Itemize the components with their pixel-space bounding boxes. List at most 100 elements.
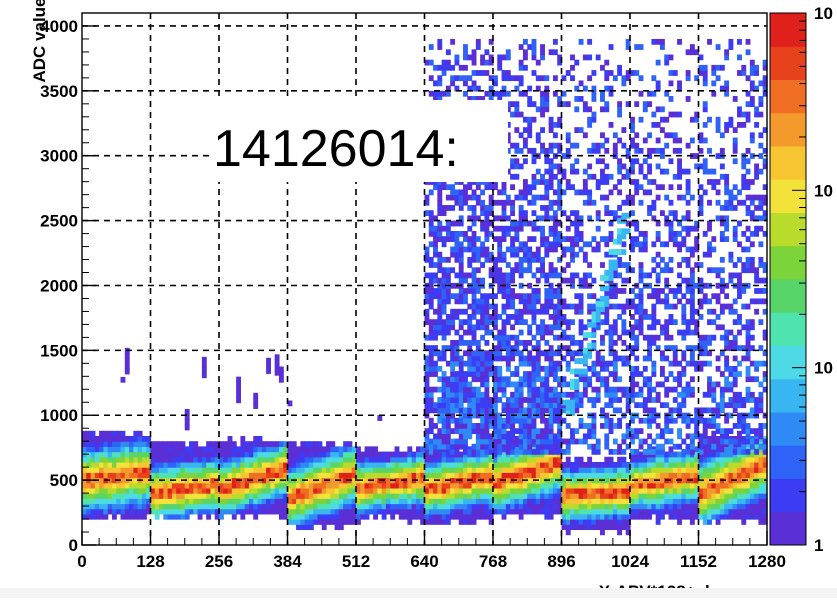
heatmap-cell [441,272,447,279]
heatmap-cell [702,519,708,525]
heatmap-cell [454,329,460,336]
heatmap-cell [587,443,593,450]
heatmap-cell [719,508,725,515]
heatmap-cell [163,441,169,447]
heatmap-cell [497,456,503,463]
heatmap-cell [668,508,674,515]
heatmap-cell [424,293,430,300]
heatmap-cell [604,467,610,473]
heatmap-cell [737,513,742,520]
heatmap-cell [441,324,447,331]
heatmap-cell [497,282,503,289]
heatmap-cell [540,173,545,180]
heatmap-cell [715,446,721,453]
heatmap-cell [240,436,246,442]
heatmap-cell [612,303,618,310]
heatmap-cell [398,503,404,510]
heatmap-cell [694,407,700,414]
heatmap-cell [385,487,391,494]
heatmap-cell [608,293,614,300]
heatmap-cell [454,293,460,300]
heatmap-cell [261,493,267,499]
heatmap-cell [698,433,704,440]
heatmap-cell [475,96,481,102]
heatmap-cell [480,225,486,232]
heatmap-cell [347,487,353,494]
heatmap-cell [411,467,417,473]
heatmap-cell [531,482,537,489]
heatmap-cell [463,288,468,294]
heatmap-cell [351,498,357,505]
heatmap-cell [668,288,674,294]
heatmap-cell [437,230,443,237]
heatmap-cell [120,430,126,437]
heatmap-cell [522,381,528,388]
heatmap-cell [702,70,708,76]
heatmap-cell [651,508,657,515]
heatmap-cell [762,508,768,515]
heatmap-cell [338,498,344,505]
heatmap-cell [711,293,717,300]
heatmap-cell [270,441,276,447]
heatmap-cell [296,513,301,520]
heatmap-cell [630,246,635,253]
heatmap-cell [595,524,601,531]
heatmap-cell [557,467,563,473]
heatmap-cell [197,451,203,458]
heatmap-cell [617,443,623,450]
heatmap-cell [570,433,575,440]
heatmap-cell [719,472,725,479]
heatmap-cell [201,482,207,489]
heatmap-cell [540,194,545,201]
heatmap-cell [672,456,678,463]
heatmap-cell [454,391,460,398]
heatmap-cell [343,482,349,489]
heatmap-cell [424,298,430,305]
heatmap-cell [240,467,246,473]
heatmap-cell [103,456,109,463]
heatmap-cell [600,529,605,536]
heatmap-cell [672,137,678,144]
heatmap-cell [445,381,451,388]
heatmap-cell [561,189,567,196]
heatmap-cell [668,456,674,463]
heatmap-cell [428,386,434,393]
heatmap-cell [428,477,434,484]
heatmap-cell [501,498,507,505]
heatmap-cell [570,256,575,263]
heatmap-cell [377,493,383,499]
heatmap-cell [531,194,537,201]
heatmap-cell [659,355,665,362]
heatmap-cell [488,75,494,82]
heatmap-cell [595,371,601,377]
heatmap-cell [437,262,443,268]
heatmap-cell [424,194,430,201]
heatmap-cell [561,153,567,159]
heatmap-cell [471,246,477,253]
heatmap-cell [672,407,678,414]
heatmap-cell [454,508,460,515]
heatmap-cell [617,158,623,165]
heatmap-cell [257,456,263,463]
heatmap-cell [411,451,417,458]
heatmap-cell [655,251,661,258]
heatmap-cell [672,355,678,362]
heatmap-cell [668,417,674,424]
heatmap-cell [454,345,460,351]
heatmap-cell [711,472,717,479]
heatmap-cell [557,205,563,211]
heatmap-cell [428,293,434,300]
heatmap-cell [518,241,524,248]
heatmap-cell [548,127,554,133]
heatmap-cell [681,391,687,398]
heatmap-cell [467,391,473,398]
heatmap-cell [497,277,503,284]
heatmap-cell [364,498,370,505]
heatmap-cell [505,49,511,56]
heatmap-cell [518,194,524,201]
heatmap-cell [527,482,533,489]
heatmap-cell [236,461,242,468]
heatmap-cell [270,503,276,510]
heatmap-cell [681,350,687,357]
heatmap-cell [655,443,661,450]
